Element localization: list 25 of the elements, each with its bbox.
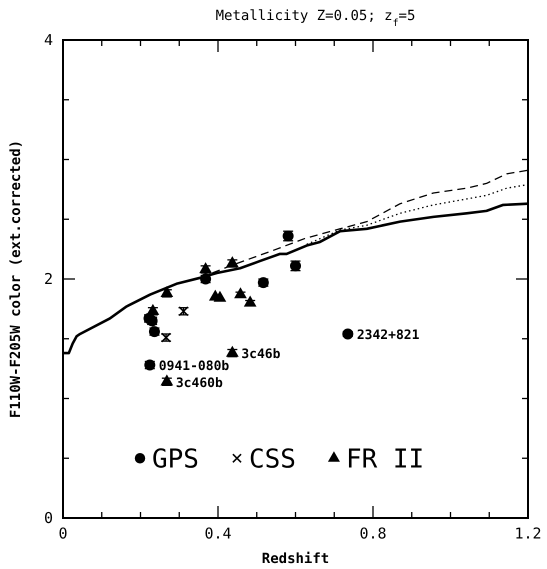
legend-label: FR II — [346, 444, 424, 474]
point — [226, 256, 239, 268]
legend-label: CSS — [248, 444, 296, 474]
x-tick-label: 1.2 — [514, 524, 542, 543]
x-tick-label: 0.4 — [204, 524, 232, 543]
point — [234, 287, 247, 298]
annotation: 3c460b — [176, 376, 223, 391]
x-tick-label: 0.8 — [359, 524, 387, 543]
annotation: 0941-080b — [158, 359, 230, 374]
point — [244, 296, 257, 307]
point — [160, 286, 174, 298]
annotation: 2342+821 — [356, 328, 420, 343]
point — [342, 328, 354, 340]
point — [199, 262, 212, 274]
y-tick-label: 0 — [44, 508, 53, 527]
y-axis-title: F110W-F205W color (ext.corrected) — [8, 140, 24, 418]
annotation: 3c46b — [241, 347, 281, 362]
y-tick-label: 2 — [44, 270, 53, 288]
legend-label: GPS — [152, 444, 199, 474]
y-tick-label: 4 — [44, 30, 53, 49]
x-tick-label: 0 — [58, 524, 68, 543]
chart-title: Metallicity Z=0.05; z$_{f}$=5 — [216, 8, 416, 28]
point — [146, 304, 160, 315]
point — [214, 290, 226, 302]
x-axis-title: Redshift — [262, 551, 330, 567]
